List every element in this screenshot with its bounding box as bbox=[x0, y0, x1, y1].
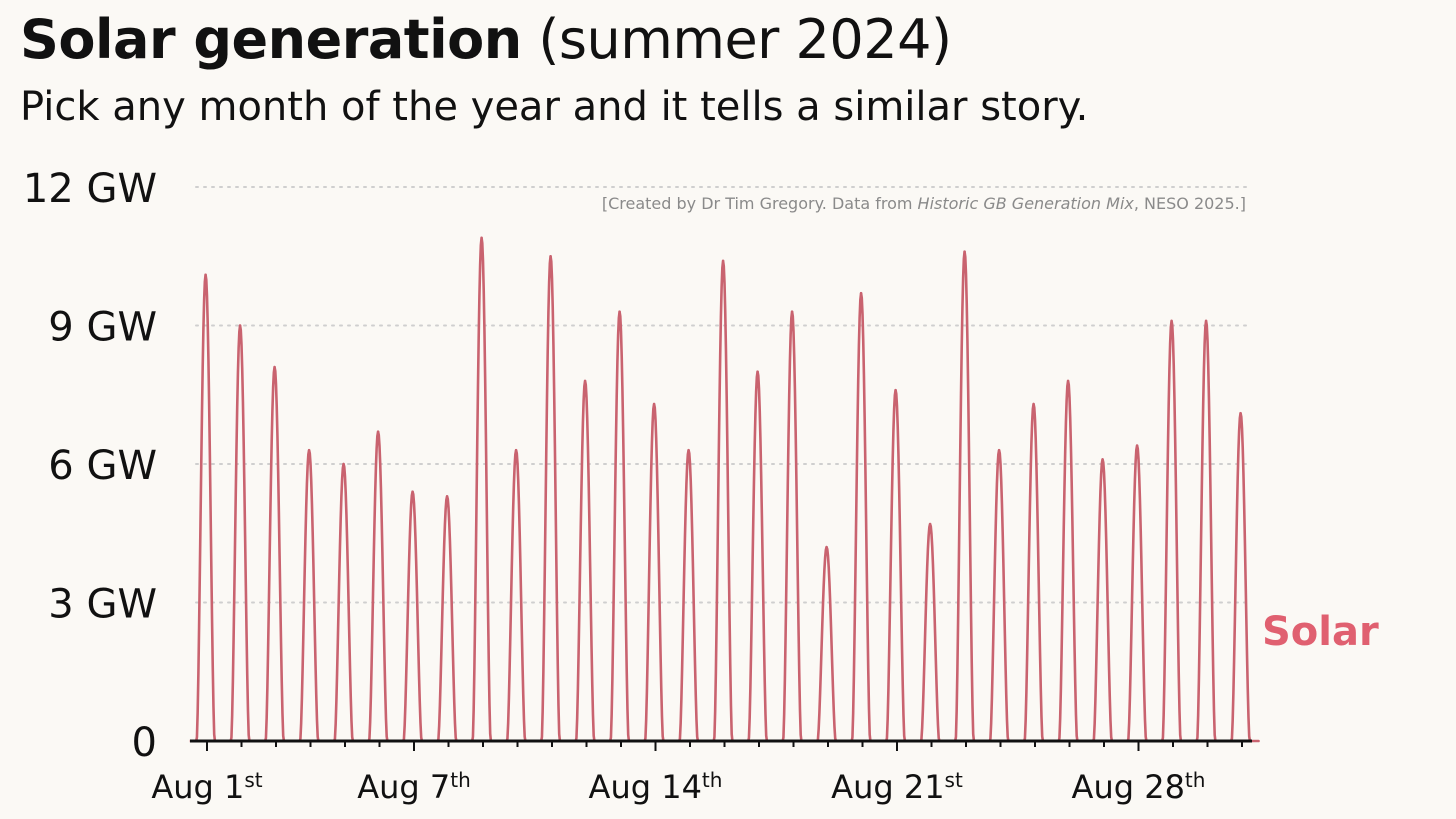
x-axis-labels: Aug 1st Aug 7th Aug 14th Aug 21st Aug 28th bbox=[151, 768, 1205, 806]
y-axis-ticks: 0 3 GW 6 GW 9 GW 12 GW bbox=[23, 166, 157, 766]
peak-point-day-3 bbox=[273, 365, 276, 369]
peak-point-day-6 bbox=[376, 430, 380, 433]
y-tick-label: 3 GW bbox=[48, 582, 157, 628]
peak-point-day-14 bbox=[652, 402, 656, 406]
peak-point-day-4 bbox=[307, 448, 311, 452]
peak-point-day-26 bbox=[1066, 379, 1070, 383]
peak-point-day-28 bbox=[1135, 444, 1139, 447]
peak-point-day-16 bbox=[721, 259, 725, 263]
peak-point-day-1 bbox=[204, 273, 207, 276]
chart-title-period: (summer 2024) bbox=[521, 8, 952, 71]
peak-point-day-9 bbox=[480, 236, 483, 239]
x-axis-day-ticks bbox=[206, 741, 1243, 751]
peak-point-day-22 bbox=[928, 522, 932, 526]
peak-point-day-27 bbox=[1101, 458, 1104, 461]
chart-title-main: Solar generation bbox=[20, 8, 522, 71]
y-tick-label: 0 bbox=[132, 720, 157, 766]
peak-point-day-2 bbox=[238, 324, 242, 327]
y-tick-label: 9 GW bbox=[48, 305, 157, 351]
peak-point-day-7 bbox=[411, 490, 414, 493]
peak-point-day-15 bbox=[687, 448, 690, 452]
peak-point-day-29 bbox=[1170, 319, 1173, 323]
peak-point-day-18 bbox=[790, 310, 794, 313]
peak-point-day-19 bbox=[825, 545, 828, 549]
y-tick-label: 6 GW bbox=[48, 443, 157, 489]
y-tick-label: 12 GW bbox=[23, 166, 157, 212]
peak-point-day-5 bbox=[342, 462, 345, 466]
peak-point-day-13 bbox=[618, 310, 621, 313]
x-tick-label: Aug 28th bbox=[1072, 768, 1206, 806]
solar-series-line bbox=[189, 236, 1260, 743]
peak-point-day-11 bbox=[549, 255, 552, 258]
x-tick-label: Aug 14th bbox=[589, 768, 723, 806]
series-label-solar: Solar bbox=[1262, 609, 1379, 655]
peak-point-day-24 bbox=[997, 448, 1001, 452]
peak-point-day-31 bbox=[1239, 412, 1242, 415]
peak-point-day-23 bbox=[963, 250, 966, 253]
grid-lines bbox=[195, 186, 1249, 604]
chart-title: Solar generation (summer 2024) bbox=[20, 4, 952, 76]
peak-point-day-21 bbox=[894, 388, 897, 392]
peak-point-day-8 bbox=[445, 495, 449, 498]
peak-point-day-17 bbox=[756, 370, 759, 373]
peak-point-day-10 bbox=[514, 448, 518, 452]
peak-point-day-12 bbox=[583, 379, 587, 383]
x-tick-label: Aug 7th bbox=[357, 768, 471, 806]
peak-point-day-30 bbox=[1204, 319, 1208, 323]
x-tick-label: Aug 1st bbox=[151, 768, 262, 806]
peak-point-day-20 bbox=[859, 291, 863, 295]
daily-peak-points bbox=[204, 236, 1242, 549]
x-tick-label: Aug 21st bbox=[831, 768, 963, 806]
chart-subtitle: Pick any month of the year and it tells … bbox=[20, 84, 1089, 130]
source-credit: [Created by Dr Tim Gregory. Data from Hi… bbox=[602, 194, 1246, 213]
peak-point-day-25 bbox=[1032, 402, 1035, 406]
